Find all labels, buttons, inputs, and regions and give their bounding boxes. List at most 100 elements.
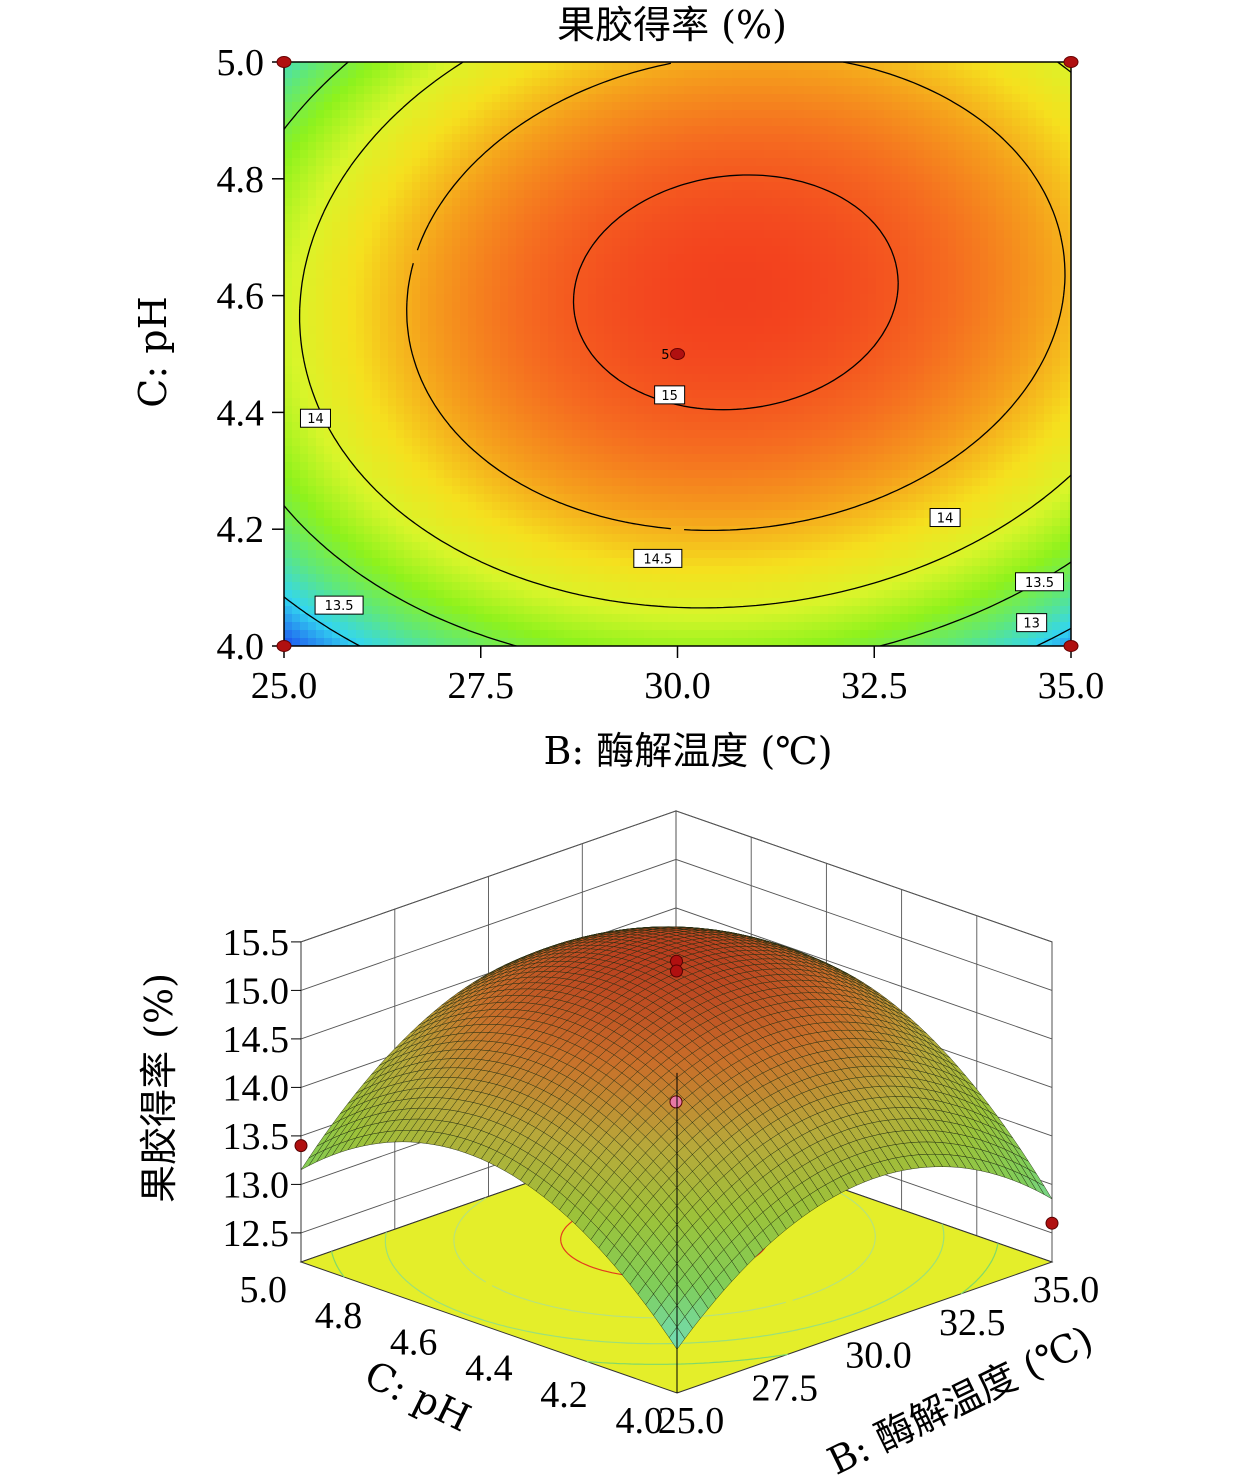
heat-cell: [1012, 454, 1021, 463]
heat-cell: [668, 262, 677, 271]
heat-cell: [412, 182, 421, 191]
heat-cell: [748, 230, 757, 239]
heat-cell: [716, 318, 725, 327]
heat-cell: [500, 382, 509, 391]
heat-cell: [316, 70, 325, 79]
heat-cell: [324, 118, 333, 127]
heat-cell: [820, 118, 829, 127]
heat-cell: [500, 142, 509, 151]
heat-cell: [404, 86, 413, 95]
heat-cell: [868, 182, 877, 191]
heat-cell: [956, 230, 965, 239]
heat-cell: [788, 278, 797, 287]
heat-cell: [476, 342, 485, 351]
heat-cell: [900, 310, 909, 319]
heat-cell: [1068, 110, 1071, 119]
heat-cell: [484, 70, 493, 79]
heat-cell: [1036, 278, 1045, 287]
heat-cell: [1020, 142, 1029, 151]
heat-cell: [316, 262, 325, 271]
heat-cell: [348, 222, 357, 231]
heat-cell: [724, 126, 733, 135]
heat-cell: [956, 318, 965, 327]
heat-cell: [596, 190, 605, 199]
heat-cell: [532, 118, 541, 127]
heat-cell: [756, 86, 765, 95]
heat-cell: [788, 102, 797, 111]
heat-cell: [916, 318, 925, 327]
heat-cell: [460, 286, 469, 295]
heat-cell: [804, 230, 813, 239]
heat-cell: [516, 110, 525, 119]
heat-cell: [916, 190, 925, 199]
heat-cell: [452, 430, 461, 439]
heat-cell: [900, 126, 909, 135]
heat-cell: [740, 182, 749, 191]
heat-cell: [828, 222, 837, 231]
heat-cell: [732, 310, 741, 319]
heat-cell: [892, 286, 901, 295]
heat-cell: [716, 174, 725, 183]
heat-cell: [916, 94, 925, 103]
heat-cell: [764, 206, 773, 215]
heat-cell: [836, 286, 845, 295]
heat-cell: [340, 206, 349, 215]
heat-cell: [452, 334, 461, 343]
heat-cell: [796, 286, 805, 295]
heat-cell: [908, 206, 917, 215]
heat-cell: [660, 430, 669, 439]
heat-cell: [292, 70, 301, 79]
heat-cell: [1060, 78, 1069, 87]
heat-cell: [852, 350, 861, 359]
heat-cell: [340, 374, 349, 383]
heat-cell: [820, 198, 829, 207]
heat-cell: [516, 262, 525, 271]
heat-cell: [1028, 166, 1037, 175]
heat-cell: [852, 230, 861, 239]
heat-cell: [812, 334, 821, 343]
heat-cell: [380, 310, 389, 319]
heat-cell: [764, 190, 773, 199]
heat-cell: [764, 382, 773, 391]
heat-cell: [636, 254, 645, 263]
heat-cell: [620, 126, 629, 135]
heat-cell: [844, 206, 853, 215]
heat-cell: [292, 222, 301, 231]
heat-cell: [348, 438, 357, 447]
heat-cell: [980, 214, 989, 223]
heat-cell: [892, 182, 901, 191]
heat-cell: [1044, 366, 1053, 375]
heat-cell: [964, 110, 973, 119]
heat-cell: [860, 110, 869, 119]
heat-cell: [380, 358, 389, 367]
heat-cell: [1004, 390, 1013, 399]
heat-cell: [764, 230, 773, 239]
heat-cell: [444, 270, 453, 279]
heat-cell: [876, 94, 885, 103]
heat-cell: [540, 198, 549, 207]
heat-cell: [732, 182, 741, 191]
heat-cell: [892, 454, 901, 463]
heat-cell: [460, 94, 469, 103]
heat-cell: [1068, 142, 1071, 151]
heat-cell: [596, 462, 605, 471]
heat-cell: [860, 350, 869, 359]
heat-cell: [836, 454, 845, 463]
heat-cell: [852, 166, 861, 175]
heat-cell: [460, 70, 469, 79]
heat-cell: [284, 190, 293, 199]
heat-cell: [1036, 86, 1045, 95]
heat-cell: [964, 342, 973, 351]
heat-cell: [972, 86, 981, 95]
heat-cell: [724, 406, 733, 415]
heat-cell: [444, 198, 453, 207]
heat-cell: [828, 174, 837, 183]
heat-cell: [300, 118, 309, 127]
heat-cell: [1028, 262, 1037, 271]
heat-cell: [308, 150, 317, 159]
heat-cell: [324, 70, 333, 79]
heat-cell: [604, 398, 613, 407]
heat-cell: [892, 70, 901, 79]
heat-cell: [460, 334, 469, 343]
heat-cell: [1044, 342, 1053, 351]
